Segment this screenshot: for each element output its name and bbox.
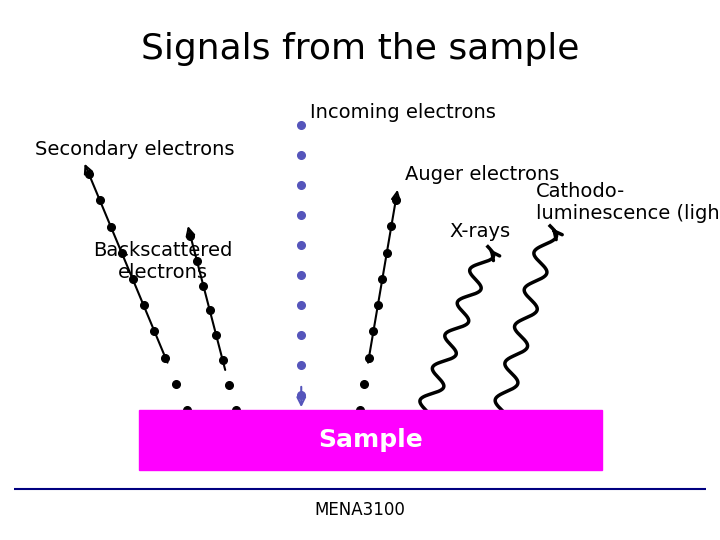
Text: Auger electrons: Auger electrons (405, 165, 559, 185)
Text: Sample: Sample (318, 428, 423, 452)
Text: MENA3100: MENA3100 (315, 501, 405, 518)
Text: Cathodo-
luminescence (light): Cathodo- luminescence (light) (536, 183, 720, 224)
Text: Secondary electrons: Secondary electrons (35, 139, 235, 159)
Text: Backscattered
electrons: Backscattered electrons (94, 241, 233, 282)
Text: Signals from the sample: Signals from the sample (141, 31, 579, 65)
Text: Incoming electrons: Incoming electrons (310, 103, 495, 122)
Bar (139, 410, 602, 470)
Text: X-rays: X-rays (450, 222, 511, 241)
